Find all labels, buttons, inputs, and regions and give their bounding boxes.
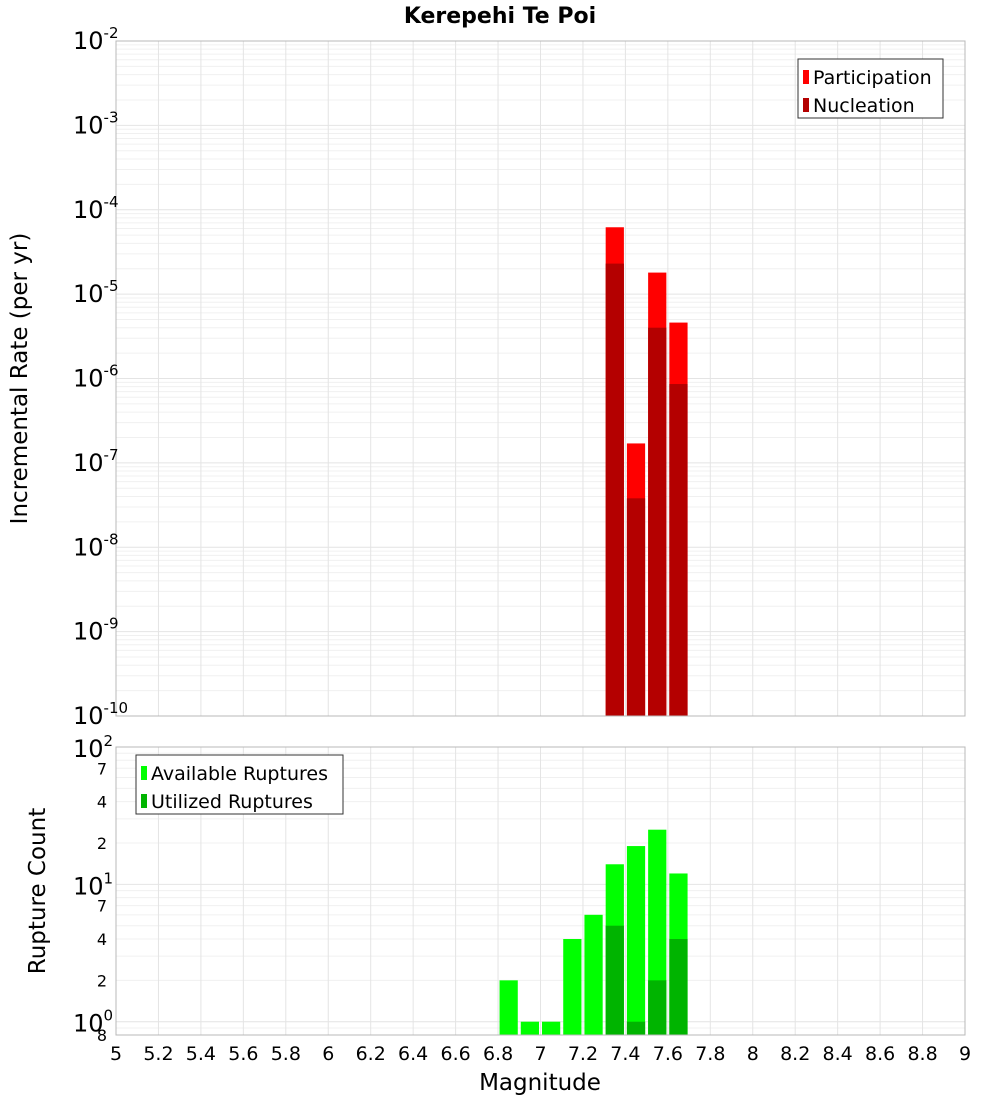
chart-title: Kerepehi Te Poi <box>404 4 596 29</box>
bottom-legend-swatch <box>141 794 147 808</box>
x-tick-label: 6.2 <box>356 1043 386 1065</box>
x-tick-label: 5.4 <box>186 1043 216 1065</box>
y-tick-label: 10-3 <box>73 108 119 139</box>
nucleation-bar <box>626 498 646 716</box>
y-minor-tick-label: 7 <box>97 759 107 778</box>
x-tick-label: 8.2 <box>780 1043 810 1065</box>
available-ruptures-bar <box>563 939 582 1035</box>
bottom-y-axis-label: Rupture Count <box>25 808 51 974</box>
bottom-legend-swatch <box>141 766 147 780</box>
available-ruptures-bar <box>626 846 646 1035</box>
x-tick-label: 7.6 <box>653 1043 683 1065</box>
top-y-axis-label: Incremental Rate (per yr) <box>7 233 33 525</box>
x-tick-label: 5 <box>110 1043 122 1065</box>
y-minor-tick-label: 7 <box>97 897 107 916</box>
top-legend-swatch <box>803 70 809 84</box>
x-tick-label: 7 <box>534 1043 546 1065</box>
top-legend-swatch <box>803 98 809 112</box>
y-tick-label: 10-7 <box>73 446 119 477</box>
nucleation-bar <box>669 384 688 716</box>
x-tick-label: 5.6 <box>228 1043 258 1065</box>
x-axis-label: Magnitude <box>479 1070 601 1096</box>
top-plot-frame <box>115 40 966 717</box>
nucleation-bar <box>648 327 667 716</box>
x-tick-label: 5.2 <box>143 1043 173 1065</box>
x-tick-label: 8 <box>747 1043 759 1065</box>
top-legend-label: Nucleation <box>813 95 915 117</box>
top-legend-label: Participation <box>813 67 932 89</box>
x-tick-label: 7.4 <box>610 1043 640 1065</box>
y-minor-tick-label: 2 <box>97 971 107 990</box>
available-ruptures-bar <box>584 914 603 1035</box>
bottom-legend-label: Utilized Ruptures <box>151 791 313 813</box>
y-tick-label: 10-8 <box>73 530 119 561</box>
y-tick-label: 10-9 <box>73 615 119 646</box>
y-minor-tick-label: 4 <box>97 793 107 812</box>
y-minor-tick-label: 2 <box>97 834 107 853</box>
y-minor-tick-label: 4 <box>97 930 107 949</box>
y-tick-label: 101 <box>73 869 113 900</box>
utilized-ruptures-bar <box>605 925 624 1035</box>
bottom-plot-frame <box>115 746 966 1036</box>
bottom-legend-label: Available Ruptures <box>151 763 328 785</box>
y-tick-label: 10-4 <box>73 193 119 224</box>
x-tick-label: 8.4 <box>823 1043 853 1065</box>
utilized-ruptures-bar <box>626 1021 646 1035</box>
x-tick-label: 5.8 <box>271 1043 301 1065</box>
y-tick-label: 10-2 <box>73 24 119 55</box>
x-tick-label: 7.8 <box>695 1043 725 1065</box>
available-ruptures-bar <box>520 1021 539 1035</box>
available-ruptures-bar <box>499 980 518 1035</box>
y-tick-label: 10-6 <box>73 362 119 393</box>
x-tick-label: 6.8 <box>483 1043 513 1065</box>
x-tick-label: 6.6 <box>440 1043 470 1065</box>
nucleation-bar <box>605 263 624 716</box>
x-tick-label: 8.6 <box>865 1043 895 1065</box>
y-tick-label: 10-10 <box>73 699 128 730</box>
x-tick-label: 6.4 <box>398 1043 428 1065</box>
available-ruptures-bar <box>542 1021 561 1035</box>
x-tick-label: 7.2 <box>568 1043 598 1065</box>
y-tick-label: 10-5 <box>73 277 119 308</box>
y-minor-tick-label: 8 <box>97 1026 107 1045</box>
top-legend-box <box>797 58 944 119</box>
utilized-ruptures-bar <box>648 980 667 1035</box>
x-tick-label: 6 <box>322 1043 334 1065</box>
y-tick-label: 100 <box>73 1007 113 1038</box>
x-tick-label: 8.8 <box>907 1043 937 1065</box>
utilized-ruptures-bar <box>669 939 688 1035</box>
x-tick-label: 9 <box>959 1043 971 1065</box>
y-tick-label: 102 <box>73 732 113 763</box>
bottom-legend-box <box>135 754 344 815</box>
